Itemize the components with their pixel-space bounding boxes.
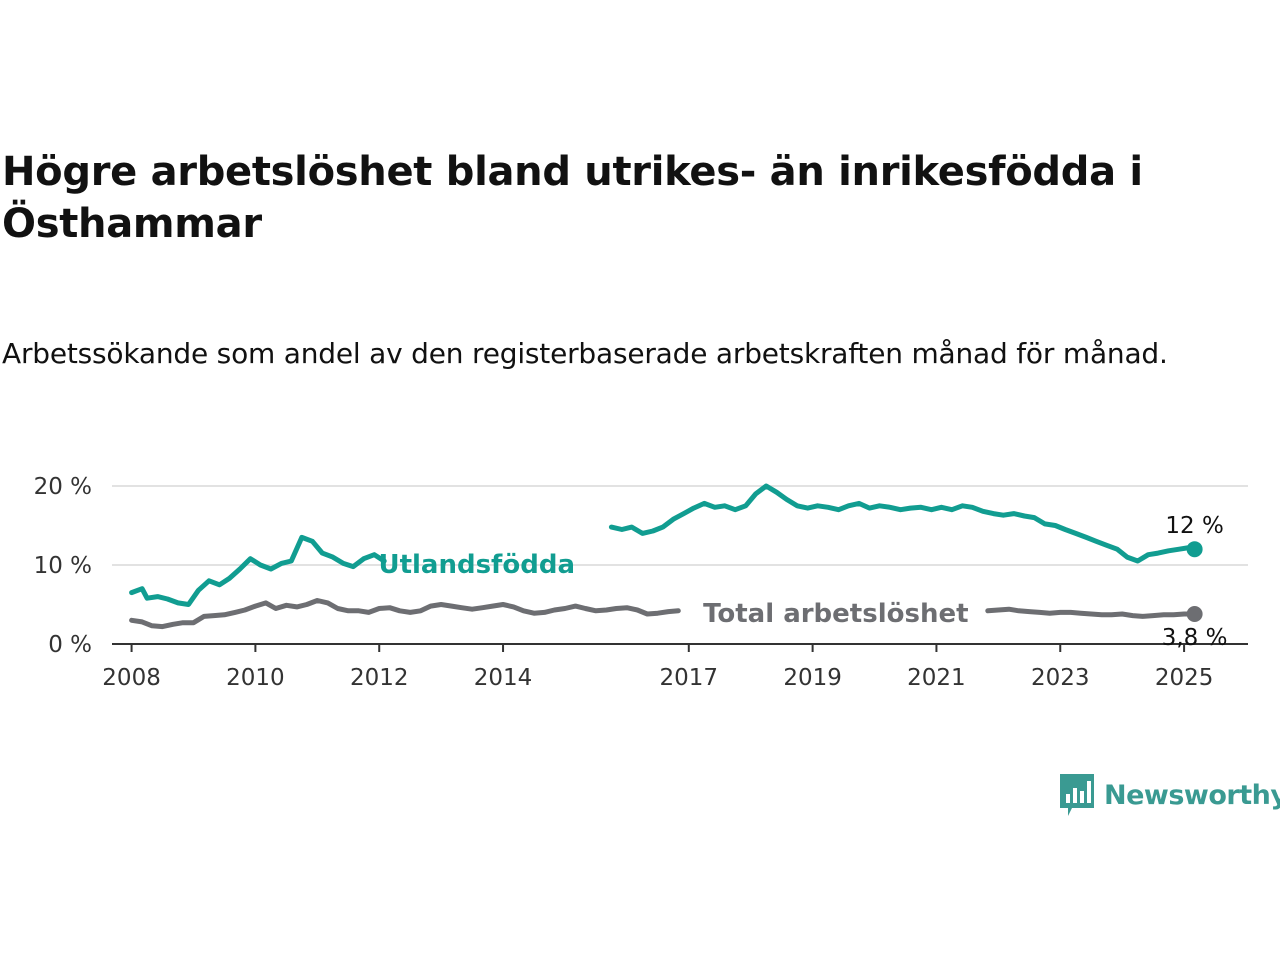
x-tick-label: 2014 (474, 665, 533, 691)
newsworthy-logo: Newsworthy (1058, 772, 1280, 818)
chart-title: Högre arbetslöshet bland utrikes- än inr… (2, 149, 1143, 247)
series-end-point (1186, 605, 1203, 622)
series-line (129, 534, 387, 607)
x-tick-label: 2010 (226, 665, 285, 691)
y-tick-label: 10 % (34, 553, 92, 579)
series-name-label: Total arbetslöshet (703, 599, 968, 629)
series-end-point (1186, 541, 1203, 558)
y-tick-label: 20 % (34, 474, 92, 500)
x-tick-label: 2023 (1031, 665, 1090, 691)
bar-chart-speech-bubble-icon (1060, 774, 1094, 816)
gridlines (112, 485, 1248, 566)
x-tick-label: 2008 (102, 665, 161, 691)
x-tick-label: 2025 (1155, 665, 1214, 691)
series-name-label: Utlandsfödda (378, 550, 575, 580)
series-line (129, 598, 681, 630)
series-lines (129, 483, 1203, 630)
end-value-label: 12 % (1165, 513, 1223, 539)
end-value-label: 3,8 % (1162, 625, 1228, 651)
chart-subtitle: Arbetssökande som andel av den registerb… (2, 337, 1168, 370)
series-line (985, 606, 1198, 619)
line-chart: 0 % 10 % 20 % 2008 2010 2012 2014 2017 2019 2021… (34, 474, 1248, 691)
x-tick-label: 2019 (783, 665, 842, 691)
y-tick-label: 0 % (48, 632, 92, 658)
x-axis: 2008 2010 2012 2014 2017 2019 2021 2023 2025 (102, 643, 1248, 691)
series-labels: 12 % Utlandsfödda 3,8 % Total arbetslöshet (378, 513, 1227, 651)
series-line (608, 483, 1198, 564)
x-tick-label: 2017 (660, 665, 719, 691)
brand-name: Newsworthy (1104, 779, 1280, 811)
x-tick-label: 2021 (907, 665, 966, 691)
x-tick-label: 2012 (350, 665, 409, 691)
y-axis: 0 % 10 % 20 % (34, 474, 92, 658)
